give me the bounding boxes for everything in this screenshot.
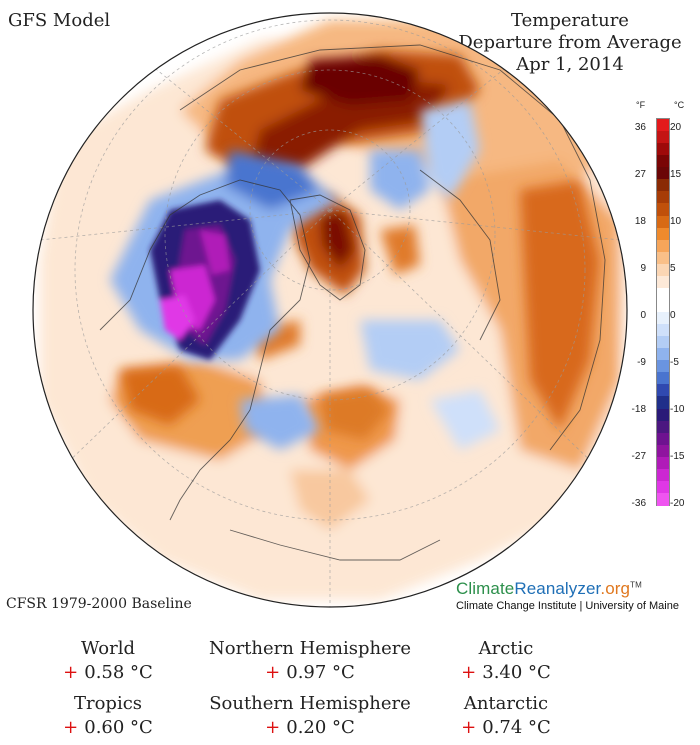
stat-sign: + <box>63 662 79 683</box>
scale-tick-c: 20 <box>670 122 682 133</box>
scale-tick-f: 36 <box>634 122 646 133</box>
anomaly-field <box>39 19 627 607</box>
scale-tick-f: 27 <box>634 169 646 180</box>
scale-swatch <box>657 384 669 397</box>
globe-outline <box>32 12 628 608</box>
scale-tick-c: 15 <box>670 169 682 180</box>
brand-part-org: .org <box>600 579 631 598</box>
map-title: Temperature Departure from Average Apr 1… <box>450 10 690 76</box>
scale-swatch <box>657 348 669 361</box>
stat-value: 0.20 °C <box>286 717 355 738</box>
scale-tick-c: 5 <box>670 263 676 274</box>
scale-tick-c: -15 <box>670 451 685 462</box>
scale-swatch <box>657 239 669 253</box>
scale-swatch <box>657 143 669 156</box>
stat-sign: + <box>63 717 79 738</box>
scale-tick-f: -36 <box>631 498 646 509</box>
scale-swatch <box>657 420 669 434</box>
model-label: GFS Model <box>8 10 111 31</box>
scale-tick-f: -18 <box>631 404 646 415</box>
brand-block[interactable]: ClimateReanalyzer.orgTM Climate Change I… <box>456 579 696 612</box>
stat-label: Northern Hemisphere <box>208 638 412 659</box>
stat-world: World +0.58 °C <box>0 637 218 685</box>
stat-value: 3.40 °C <box>482 662 551 683</box>
scale-swatch <box>657 492 669 506</box>
stat-northern-hemisphere: Northern Hemisphere +0.97 °C <box>200 637 420 685</box>
scale-swatch <box>657 191 669 204</box>
scale-swatch <box>657 203 669 216</box>
stat-sign: + <box>461 717 477 738</box>
scale-tick-f: -27 <box>631 451 646 462</box>
stat-value: 0.58 °C <box>84 662 153 683</box>
scale-tick-c: -10 <box>670 404 685 415</box>
globe-map[interactable] <box>0 0 700 620</box>
scale-swatch <box>657 287 669 301</box>
brand-part-reanalyzer: Reanalyzer <box>514 579 601 598</box>
brand-institution: Climate Change Institute | University of… <box>456 600 679 612</box>
baseline-note: CFSR 1979-2000 Baseline <box>6 596 192 612</box>
scale-swatch <box>657 336 669 349</box>
stat-label: Southern Hemisphere <box>209 693 411 714</box>
scale-swatch <box>657 275 669 289</box>
brand-part-climate: Climate <box>456 579 515 598</box>
scale-c-unit: °C <box>674 100 685 110</box>
scale-tick-c: 0 <box>670 310 676 321</box>
brand-tm: TM <box>630 580 642 590</box>
scale-swatch <box>657 131 669 144</box>
stat-sign: + <box>265 717 281 738</box>
stat-southern-hemisphere: Southern Hemisphere +0.20 °C <box>200 692 420 740</box>
scale-f-unit: °F <box>636 100 646 110</box>
scale-swatch <box>657 468 669 482</box>
stat-value: 0.97 °C <box>286 662 355 683</box>
scale-swatch <box>657 432 669 446</box>
scale-swatch <box>657 396 669 409</box>
scale-tick-c: -5 <box>670 357 679 368</box>
scale-swatch <box>657 360 669 373</box>
scale-swatch <box>657 372 669 385</box>
scale-tick-f: 9 <box>640 263 646 274</box>
stat-tropics: Tropics +0.60 °C <box>0 692 218 740</box>
scale-tick-f: -9 <box>637 357 646 368</box>
color-scale-legend: °F °C 36 20 27 15 18 10 9 5 0 0 -9 -5 -18 -10 -27 -15 -3… <box>622 98 700 510</box>
scale-swatch <box>657 251 669 265</box>
scale-tick-c: -20 <box>670 498 685 509</box>
stat-sign: + <box>461 662 477 683</box>
scale-tick-f: 18 <box>634 216 646 227</box>
scale-swatch <box>657 227 669 241</box>
scale-swatch <box>657 312 669 325</box>
stat-value: 0.60 °C <box>84 717 153 738</box>
scale-swatch <box>657 299 669 313</box>
scale-tick-c: 10 <box>670 216 682 227</box>
scale-swatch <box>657 119 669 132</box>
scale-swatch <box>657 215 669 229</box>
scale-swatch <box>657 456 669 470</box>
stat-arctic: Arctic +3.40 °C <box>396 637 616 685</box>
scale-swatch <box>657 179 669 192</box>
stat-antarctic: Antarctic +0.74 °C <box>396 692 616 740</box>
stat-label: World <box>81 638 135 659</box>
stat-sign: + <box>265 662 281 683</box>
title-line-2: Departure from Average <box>458 32 682 53</box>
stat-label: Arctic <box>478 638 534 659</box>
scale-tick-f: 0 <box>640 310 646 321</box>
stat-label: Antarctic <box>463 693 549 714</box>
scale-color-bar <box>656 118 670 506</box>
brand-logo-text[interactable]: ClimateReanalyzer.orgTM <box>456 579 696 599</box>
scale-swatch <box>657 263 669 277</box>
scale-swatch <box>657 155 669 168</box>
title-line-1: Temperature <box>511 10 629 31</box>
scale-swatch <box>657 480 669 494</box>
scale-swatch <box>657 167 669 180</box>
scale-swatch <box>657 444 669 458</box>
title-line-date: Apr 1, 2014 <box>516 54 624 75</box>
scale-swatch <box>657 324 669 337</box>
scale-swatch <box>657 408 669 422</box>
stat-label: Tropics <box>73 693 143 714</box>
stat-value: 0.74 °C <box>482 717 551 738</box>
